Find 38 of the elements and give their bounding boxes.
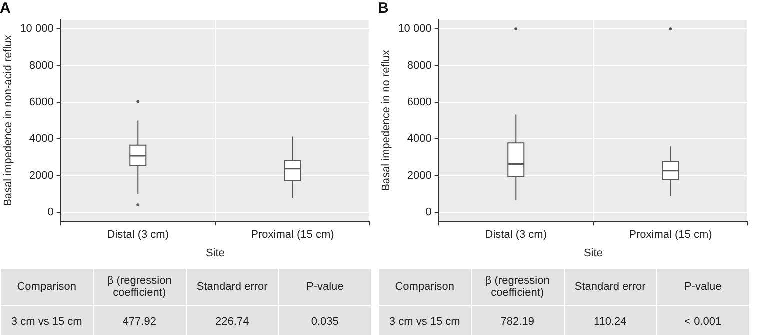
text: 782.19 [471,306,564,335]
text: 477.92 [93,306,186,335]
x-axis-title: Site [584,247,603,260]
y-tick-label: 6000 [29,96,54,109]
y-tick-label: 2000 [407,170,432,182]
y-tick-label: 8000 [29,60,54,72]
y-axis-title: Basal impedence in non-acid reflux [2,34,15,206]
text: 226.74 [186,306,279,335]
x-tick-label: Distal (3 cm) [485,229,547,242]
text: Comparison [378,268,472,306]
text: 110.24 [564,306,657,335]
y-tick-label: 2000 [29,170,54,182]
y-tick-label: 8000 [407,60,432,72]
text: Comparison [0,268,94,306]
y-tick-label: 0 [48,206,54,218]
text: P-value [656,268,750,306]
x-tick-label: Distal (3 cm) [107,229,169,242]
chart-title: A [0,0,11,18]
text: Standard error [564,268,657,306]
y-tick-label: 4000 [407,133,432,146]
text: β (regression coefficient) [471,268,564,306]
text: P-value [278,268,372,306]
text: < 0.001 [656,306,750,335]
text: 3 cm vs 15 cm [378,306,472,335]
text: 0.035 [278,306,372,335]
y-tick-label: 0 [426,206,432,218]
x-tick-label: Proximal (15 cm) [251,229,334,242]
text: β (regression coefficient) [93,268,186,306]
chart-title: B [378,0,389,18]
y-axis-title: Basal impedence in no reflux [380,50,393,192]
x-axis-title: Site [206,247,225,260]
y-tick-label: 10 000 [398,23,432,36]
y-tick-label: 4000 [29,133,54,146]
x-tick-label: Proximal (15 cm) [629,229,712,242]
y-tick-label: 10 000 [20,23,54,36]
y-tick-label: 6000 [407,96,432,109]
text: Standard error [186,268,279,306]
text: 3 cm vs 15 cm [0,306,94,335]
